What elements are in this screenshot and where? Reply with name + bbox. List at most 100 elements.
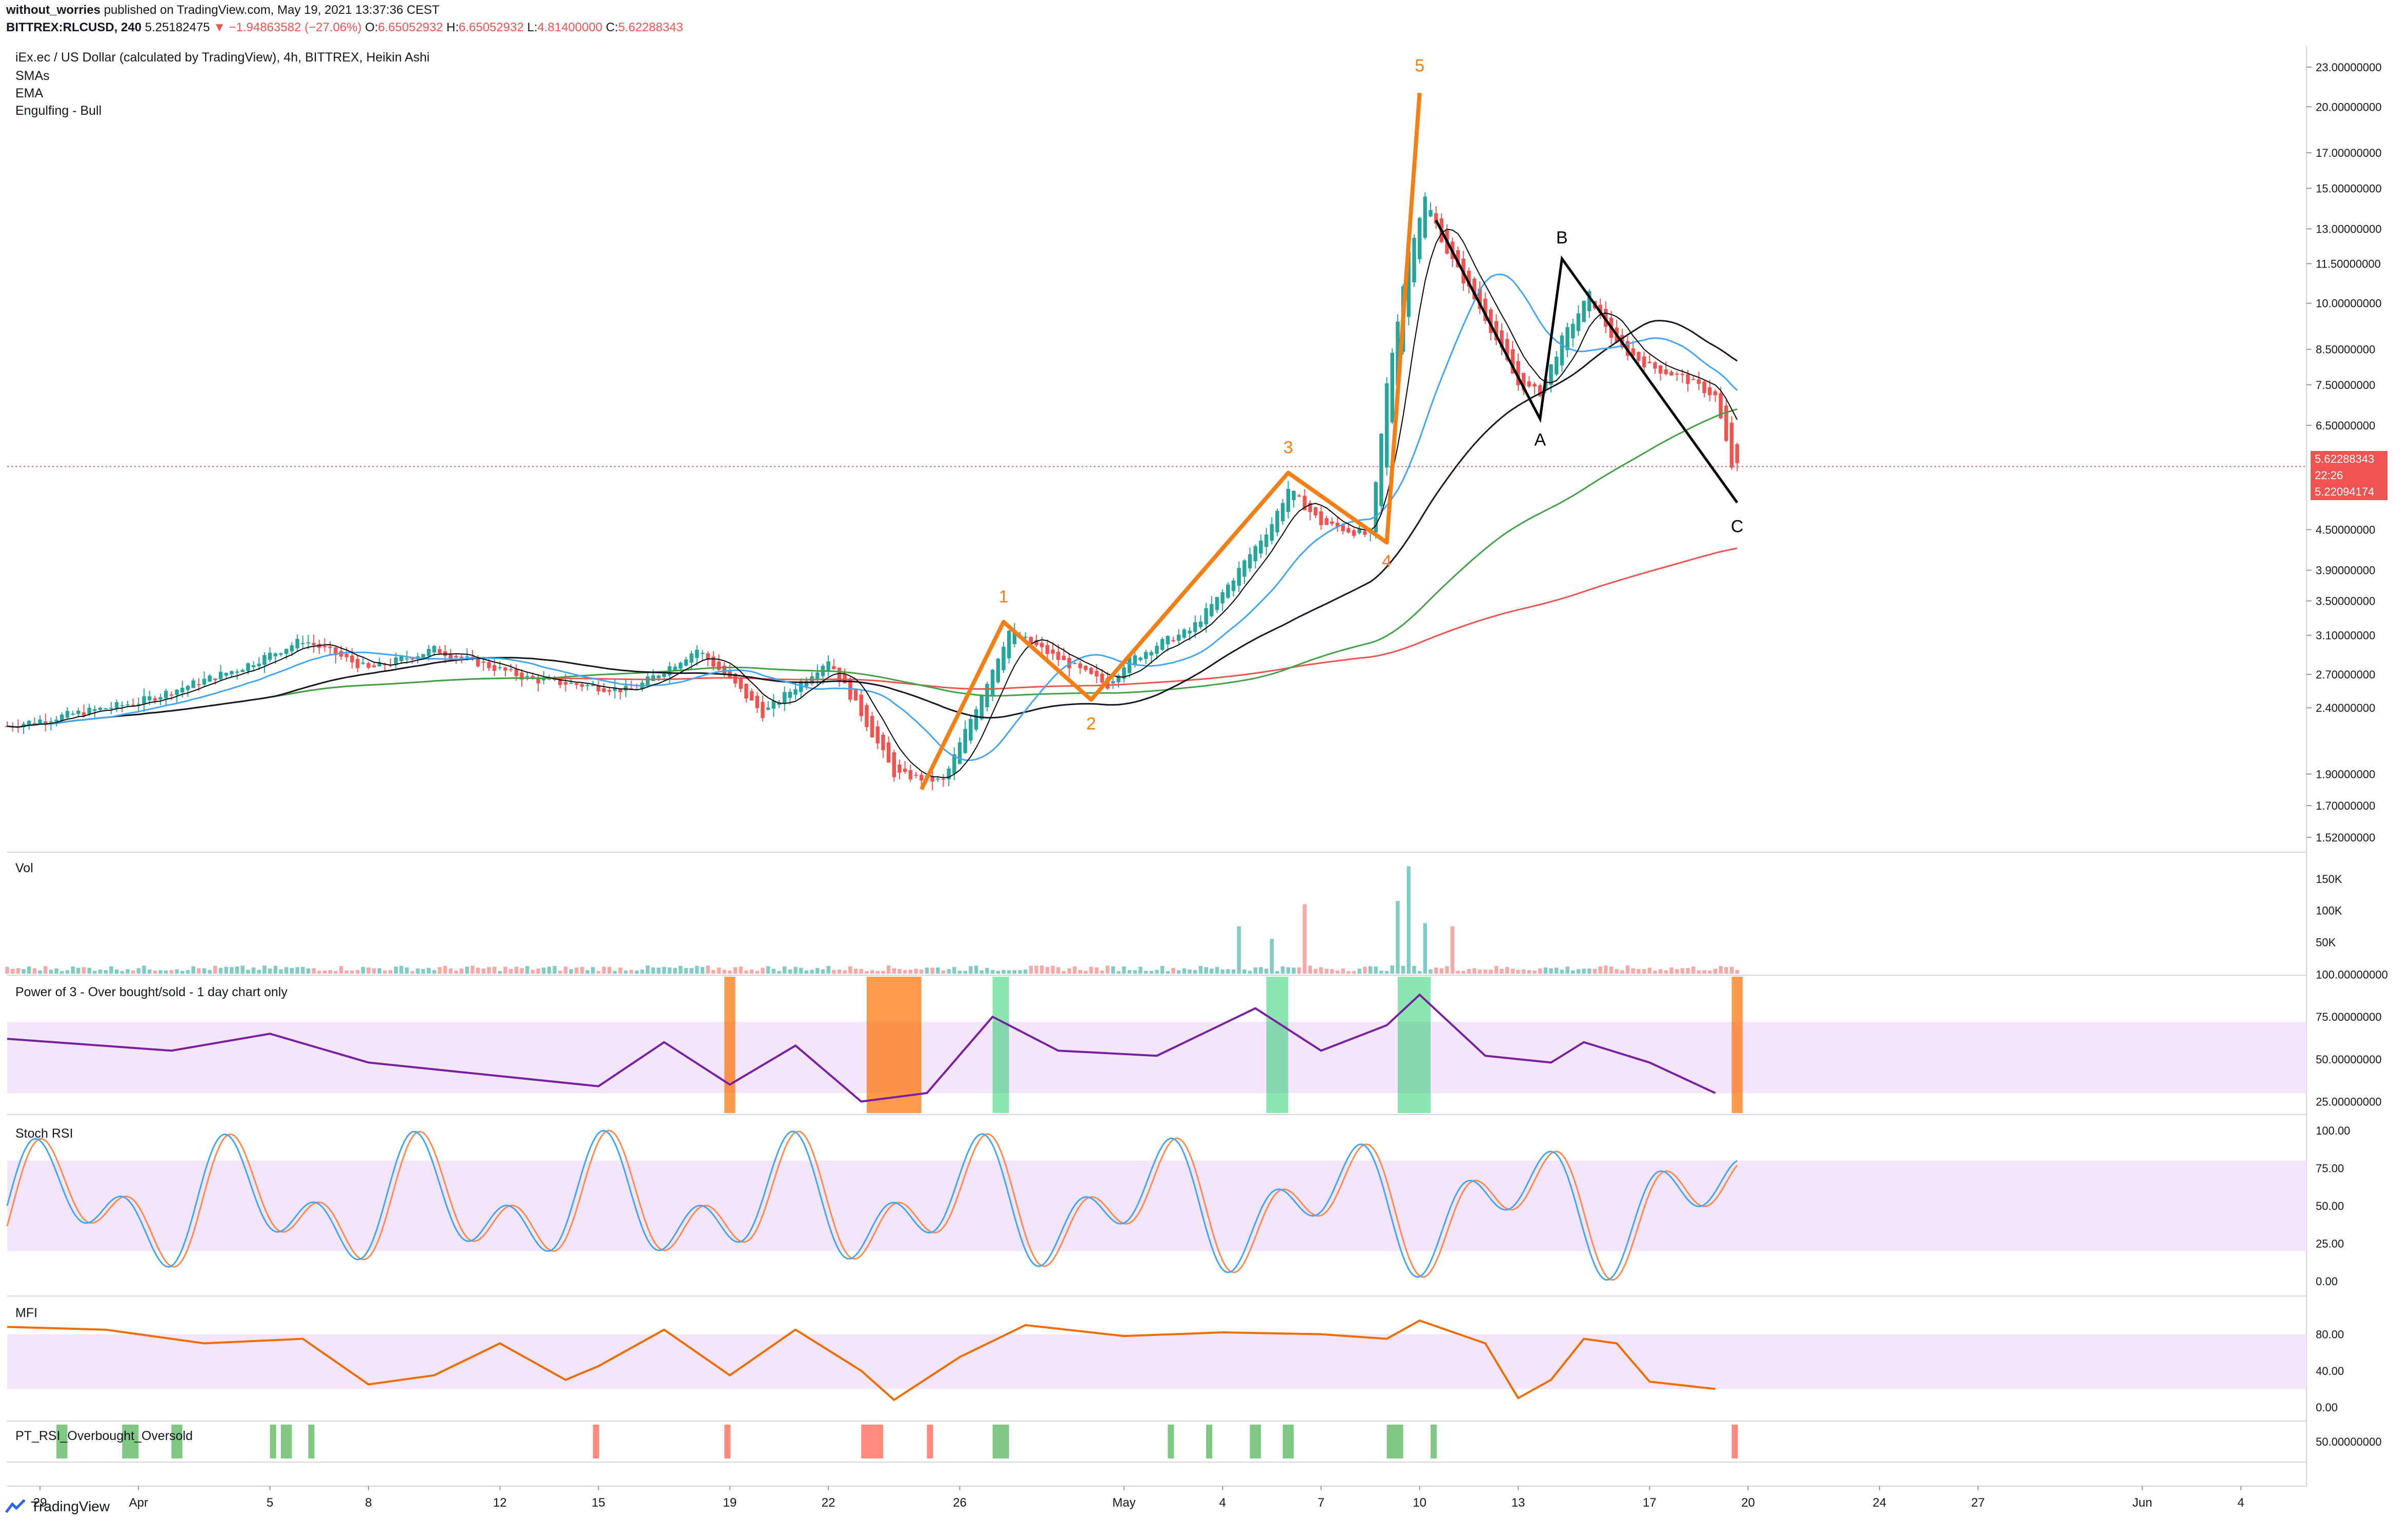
series-title[interactable]: iEx.ec / US Dollar (calculated by Tradin… bbox=[15, 50, 430, 65]
volume-bar bbox=[1429, 969, 1433, 974]
ptrsi-pane-title[interactable]: PT_RSI_Overbought_Oversold bbox=[15, 1429, 193, 1443]
candle-body bbox=[1133, 655, 1137, 665]
candle-body bbox=[1467, 271, 1471, 287]
candle-body bbox=[1587, 291, 1591, 312]
volume-bar bbox=[213, 965, 217, 974]
volume-bar bbox=[1270, 939, 1274, 974]
candle-body bbox=[859, 694, 863, 716]
indicator-smas[interactable]: SMAs bbox=[15, 69, 50, 83]
candle-body bbox=[1198, 621, 1203, 627]
volume-bar bbox=[865, 971, 869, 974]
footer-brand[interactable]: TradingView bbox=[5, 1498, 110, 1515]
time-axis-label: 12 bbox=[493, 1496, 507, 1510]
low-price-tag: 5.22094174 bbox=[2311, 484, 2387, 500]
candle-body bbox=[1417, 218, 1422, 259]
volume-bar bbox=[974, 965, 978, 974]
last-price: 5.25182475 bbox=[145, 20, 210, 34]
volume-bar bbox=[448, 968, 453, 974]
candle-body bbox=[837, 667, 842, 681]
power3-highlight bbox=[1731, 977, 1743, 1113]
volume-bar bbox=[322, 970, 327, 974]
candle-body bbox=[208, 675, 212, 682]
author-name[interactable]: without_worries bbox=[6, 3, 101, 17]
volume-bar bbox=[947, 969, 951, 974]
price-axis-label: 1.70000000 bbox=[2316, 799, 2375, 812]
volume-bar bbox=[645, 965, 650, 974]
volume-bar bbox=[49, 970, 53, 974]
candle-body bbox=[936, 778, 940, 780]
volume-bar bbox=[804, 970, 809, 974]
candle-body bbox=[503, 667, 507, 671]
volume-bar bbox=[1292, 968, 1296, 974]
candle-body bbox=[618, 689, 623, 692]
candle-body bbox=[1713, 391, 1718, 396]
candle-body bbox=[547, 678, 552, 680]
volume-bar bbox=[706, 965, 710, 974]
candle-body bbox=[875, 726, 880, 744]
volume-bar bbox=[465, 966, 469, 974]
candle-body bbox=[246, 663, 250, 671]
candle-body bbox=[1363, 531, 1367, 535]
volume-bar bbox=[815, 968, 820, 974]
candle-body bbox=[1023, 636, 1028, 638]
indicator-engulfing[interactable]: Engulfing - Bull bbox=[15, 104, 102, 118]
volume-bar bbox=[1396, 901, 1400, 974]
candle-body bbox=[1390, 353, 1395, 423]
time-axis-label: 10 bbox=[1413, 1496, 1426, 1510]
mfi-pane-title[interactable]: MFI bbox=[15, 1306, 38, 1320]
volume-bar bbox=[1237, 926, 1241, 974]
volume-bar bbox=[1669, 967, 1674, 974]
volume-bar bbox=[1538, 968, 1542, 974]
volume-bar bbox=[673, 968, 677, 974]
volume-bar bbox=[372, 968, 376, 974]
candle-body bbox=[32, 723, 37, 725]
volume-bar bbox=[1713, 969, 1718, 974]
ptrsi-bar bbox=[593, 1425, 599, 1458]
volume-bar bbox=[1127, 970, 1132, 974]
volume-bar bbox=[44, 966, 48, 974]
candle-body bbox=[1708, 387, 1712, 396]
volume-bar bbox=[1176, 970, 1181, 974]
volume-bar bbox=[1330, 969, 1334, 974]
volume-bar bbox=[81, 967, 86, 974]
volume-pane-title[interactable]: Vol bbox=[15, 861, 33, 875]
volume-bar bbox=[251, 967, 256, 974]
indicator-ema[interactable]: EMA bbox=[15, 86, 44, 100]
volume-bar bbox=[853, 969, 858, 974]
volume-bar bbox=[908, 970, 913, 974]
volume-bar bbox=[821, 969, 825, 974]
symbol-line: BITTREX:RLCUSD, 240 5.25182475 ▼ −1.9486… bbox=[6, 20, 683, 35]
volume-bar bbox=[22, 969, 26, 974]
volume-bar bbox=[257, 970, 261, 974]
candle-body bbox=[782, 692, 787, 704]
candle-body bbox=[613, 687, 617, 691]
candle-body bbox=[1702, 381, 1706, 394]
stoch-pane-title[interactable]: Stoch RSI bbox=[15, 1126, 73, 1141]
power3-pane-title[interactable]: Power of 3 - Over bought/sold - 1 day ch… bbox=[15, 985, 288, 999]
price-axis-label: 3.90000000 bbox=[2316, 564, 2375, 577]
symbol-label[interactable]: BITTREX:RLCUSD, 240 bbox=[6, 20, 142, 34]
chart-background bbox=[0, 46, 2408, 1469]
candle-body bbox=[476, 657, 480, 667]
candle-body bbox=[1406, 251, 1411, 317]
volume-bar bbox=[224, 966, 228, 974]
candle-body bbox=[635, 689, 639, 690]
candle-body bbox=[1576, 313, 1581, 331]
candle-body bbox=[700, 653, 705, 654]
volume-axis-label: 50K bbox=[2316, 936, 2336, 949]
candle-body bbox=[969, 719, 973, 741]
volume-bar bbox=[268, 968, 272, 974]
volume-bar bbox=[914, 969, 918, 974]
candle-body bbox=[1642, 356, 1646, 367]
volume-bar bbox=[1160, 965, 1165, 974]
candle-body bbox=[273, 653, 278, 656]
candle-body bbox=[1242, 560, 1247, 577]
sma-black-line bbox=[7, 320, 1738, 728]
candle-body bbox=[596, 685, 601, 691]
candle-body bbox=[1488, 310, 1493, 333]
volume-bar bbox=[1533, 970, 1537, 974]
volume-bar bbox=[306, 968, 311, 974]
elliott-wave-label: 5 bbox=[1415, 56, 1424, 75]
candle-body bbox=[164, 691, 168, 698]
